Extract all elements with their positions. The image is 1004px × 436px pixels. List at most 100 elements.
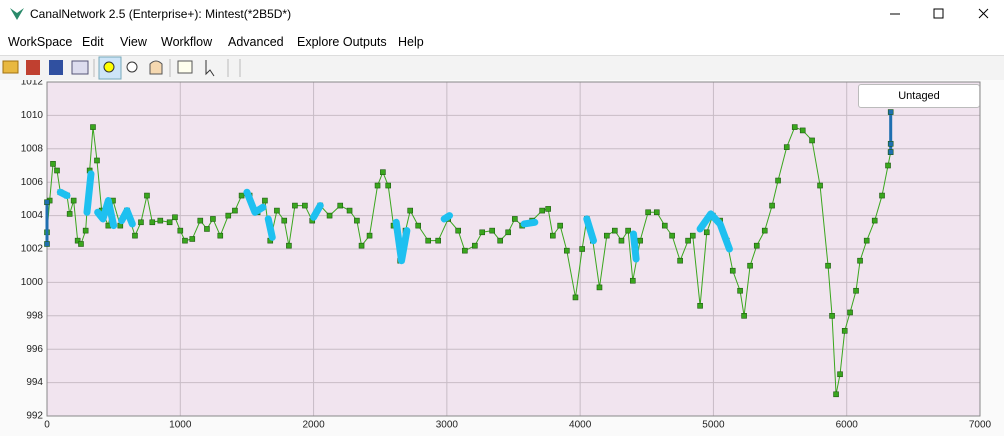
data-point [354,217,360,224]
x-tick-label: 1000 [169,420,192,431]
data-point [799,127,806,134]
data-point [281,217,288,224]
menu-item[interactable]: Edit [82,35,104,49]
data-point [274,207,280,214]
data-point [761,227,768,234]
data-point [653,209,660,216]
data-point [847,309,853,316]
data-point [637,237,643,244]
data-point [425,237,431,244]
data-point [462,247,468,254]
series-line [56,170,733,265]
data-point [374,182,381,189]
data-point [550,232,556,239]
data-point [292,202,298,209]
menu-item[interactable]: Explore Outputs [297,35,387,49]
data-point [144,192,150,199]
data-point [217,232,224,239]
data-point [82,227,89,234]
data-point [346,207,353,214]
toolbar-icons[interactable] [0,56,260,80]
data-point [611,227,618,234]
data-point [783,144,790,150]
y-tick-label: 1012 [21,80,44,88]
data-point [358,242,365,249]
data-point [407,207,414,214]
data-point [825,262,831,269]
data-point [887,109,894,115]
data-point [817,182,823,189]
series-line [46,126,892,395]
window-controls[interactable] [884,0,1004,28]
data-point [380,169,386,175]
y-tick-label: 992 [26,411,43,422]
title-bar: CanalNetwork 2.5 (Enterprise+): Mintest(… [0,0,1004,28]
menu-item[interactable]: Workflow [161,35,213,49]
data-point [44,199,50,206]
data-point [833,391,839,398]
data-point [74,237,81,244]
data-point [366,232,373,239]
data-point [177,227,184,234]
data-point [625,227,631,234]
x-tick-label: 6000 [836,420,859,431]
data-point [887,140,894,147]
data-point [210,216,216,222]
window-title: CanalNetwork 2.5 (Enterprise+): Mintest(… [30,7,292,21]
menu-item[interactable]: Help [398,35,424,49]
data-point [689,232,696,239]
data-point [618,237,625,244]
x-tick-label: 3000 [436,420,459,431]
data-point [809,137,815,144]
data-point [166,219,173,226]
data-point [645,209,651,216]
x-tick-label: 4000 [569,420,592,431]
menu-item[interactable]: Advanced [228,35,284,49]
chart: 992 994 996 998 1000 1002 1004 1006 1008 1010 1012… [0,80,1004,436]
data-point [232,207,238,214]
menu-bar: WorkSpace Edit View Workflow Advanced Explore… [0,30,1004,54]
data-point [385,182,392,189]
data-point [326,212,333,219]
data-point [90,124,96,130]
data-point [302,202,308,209]
menu-item[interactable]: View [120,35,147,49]
data-point [78,241,84,247]
data-point [871,217,878,224]
data-point [769,202,775,209]
tag-button[interactable]: Untaged [858,84,980,108]
data-point [741,313,747,319]
data-point [677,257,683,264]
data-point [747,262,753,269]
x-tick-label: 7000 [969,420,992,431]
data-point [138,219,144,226]
data-point [539,207,545,214]
data-point [545,206,551,212]
y-tick-label: 996 [26,344,43,355]
data-point [857,257,863,264]
data-point [879,192,885,199]
data-point [703,229,710,236]
data-point [512,216,518,222]
data-point [66,211,73,217]
data-point [579,246,585,252]
y-tick-label: 1008 [21,143,44,154]
data-point [337,202,344,209]
data-point [572,294,579,301]
data-point [497,237,503,244]
data-point [661,222,668,229]
data-point [182,237,188,244]
menu-item[interactable]: WorkSpace [8,35,73,49]
app-icon [10,8,24,20]
data-point [157,217,164,224]
data-point [455,227,461,234]
data-point [238,192,245,199]
data-point [887,149,894,155]
data-point [435,237,441,244]
data-point [197,217,204,224]
data-point [44,241,50,247]
data-point [479,229,485,236]
data-point [737,287,743,294]
data-point [829,313,835,319]
